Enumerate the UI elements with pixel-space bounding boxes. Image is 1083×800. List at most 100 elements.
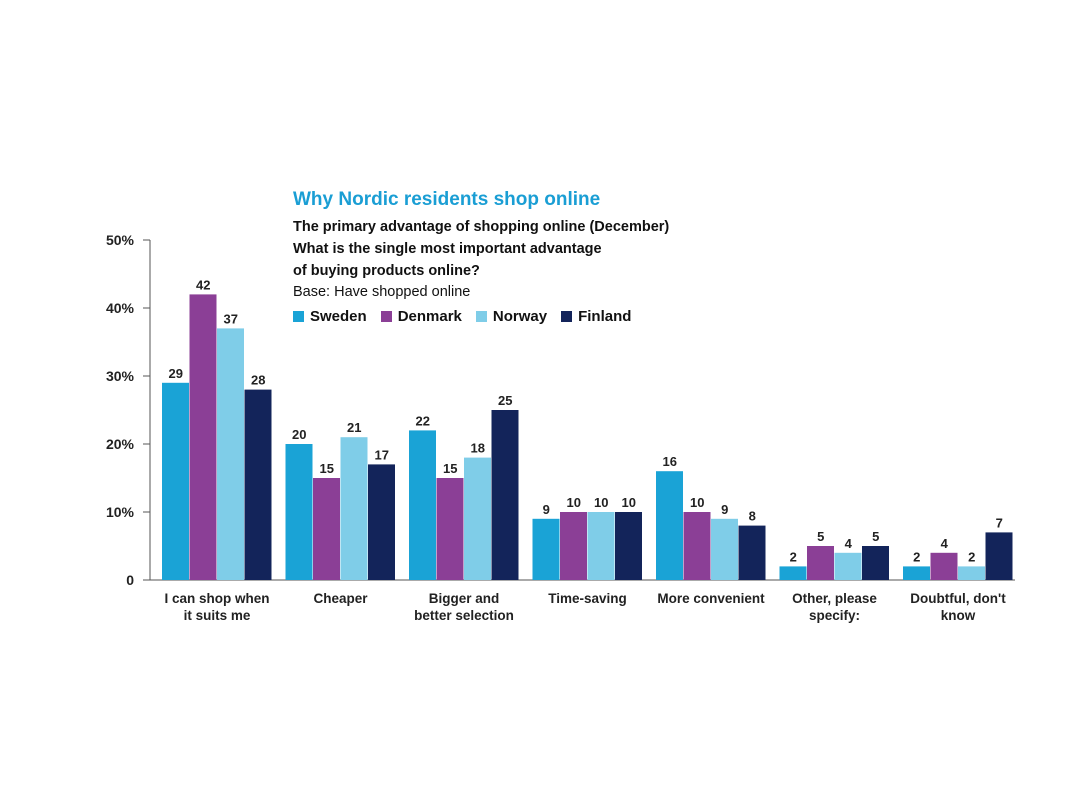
data-label: 15 [443,461,457,476]
data-label: 29 [169,366,183,381]
bar [368,464,395,580]
data-label: 17 [375,447,389,462]
y-tick-label: 30% [106,368,135,384]
legend-item-norway: Norway [475,308,548,325]
data-label: 10 [690,495,704,510]
data-label: 7 [996,515,1003,530]
category-label-line: Time-saving [548,591,627,606]
chart-subtitle-line-3: of buying products online? [293,263,480,279]
data-label: 37 [224,311,238,326]
bar [930,552,958,580]
data-label: 9 [721,502,728,517]
data-label: 18 [471,441,485,456]
legend-item-finland: Finland [561,308,631,325]
category-label: I can shop when it suits me [164,591,269,623]
bar [807,546,834,580]
bar [189,294,217,580]
bar [711,518,738,580]
bars [162,294,1013,580]
chart-title: Why Nordic residents shop online [293,189,601,210]
data-label: 22 [416,413,430,428]
category-label-line: More convenient [657,591,765,606]
legend-label-norway: Norway [492,308,548,325]
data-label: 16 [663,454,677,469]
y-tick-label: 40% [106,300,135,316]
legend-label-sweden: Sweden [310,308,367,325]
category-label: Doubtful, don't know [910,591,1006,623]
data-label: 20 [292,427,306,442]
chart-subtitle-line-1: The primary advantage of shopping online… [293,219,670,235]
chart-subtitle-line-2: What is the single most important advant… [293,241,602,257]
bar [985,532,1013,580]
bar [560,512,587,580]
data-label: 5 [817,529,824,544]
data-label: 2 [968,549,975,564]
bar [340,437,368,580]
data-label: 42 [196,277,210,292]
data-label: 2 [913,549,920,564]
bar [162,382,189,580]
data-label: 25 [498,393,512,408]
bar [409,430,436,580]
y-tick-label: 50% [106,232,135,248]
legend-swatch-sweden [293,311,304,322]
category-label: Bigger and better selection [414,591,514,623]
bar [738,525,766,580]
legend-item-sweden: Sweden [293,308,367,325]
category-label-line: Doubtful, don't [910,591,1006,606]
bar [903,566,930,580]
category-label-line: Cheaper [313,591,368,606]
bar [285,444,313,580]
category-label-line: I can shop when [164,591,269,606]
bar [834,552,862,580]
bar [217,328,244,580]
category-label: More convenient [657,591,765,606]
data-label: 21 [347,420,361,435]
y-tick-label: 10% [106,504,135,520]
data-label: 9 [543,502,550,517]
data-label: 8 [749,509,756,524]
data-label: 4 [845,536,853,551]
y-tick-label: 20% [106,436,135,452]
bar [862,546,889,580]
category-label-line: better selection [414,608,514,623]
legend-item-denmark: Denmark [380,308,462,325]
category-label: Time-saving [548,591,627,606]
category-label-line: Bigger and [429,591,500,606]
bar [313,478,340,580]
category-label: Other, please specify: [792,591,877,623]
legend-swatch-finland [561,311,573,322]
bar [779,566,807,580]
legend-swatch-denmark [380,311,392,322]
category-labels: I can shop when it suits me Cheaper Bigger … [164,591,1006,623]
legend-label-finland: Finland [578,308,632,325]
base-note: Base: Have shopped online [293,284,471,300]
data-label: 2 [790,549,797,564]
category-label-line: know [941,608,976,623]
category-label: Cheaper [313,591,368,606]
data-label: 10 [594,495,608,510]
bar [491,410,519,580]
bar [683,512,711,580]
legend-swatch-norway [475,311,487,322]
category-label-line: specify: [809,608,860,623]
category-label-line: it suits me [184,608,251,623]
bar [532,518,560,580]
legend: Sweden Denmark Norway Finland [293,308,631,325]
bar [656,471,683,580]
bar [436,478,464,580]
bar [587,512,615,580]
data-label: 15 [320,461,334,476]
data-label: 4 [941,536,949,551]
bar [958,566,985,580]
bar [244,389,272,580]
data-label: 5 [872,529,879,544]
bar [615,512,642,580]
y-tick-label: 0 [126,572,134,588]
category-label-line: Other, please [792,591,877,606]
legend-label-denmark: Denmark [397,308,462,325]
data-label: 10 [567,495,581,510]
data-label: 10 [622,495,636,510]
